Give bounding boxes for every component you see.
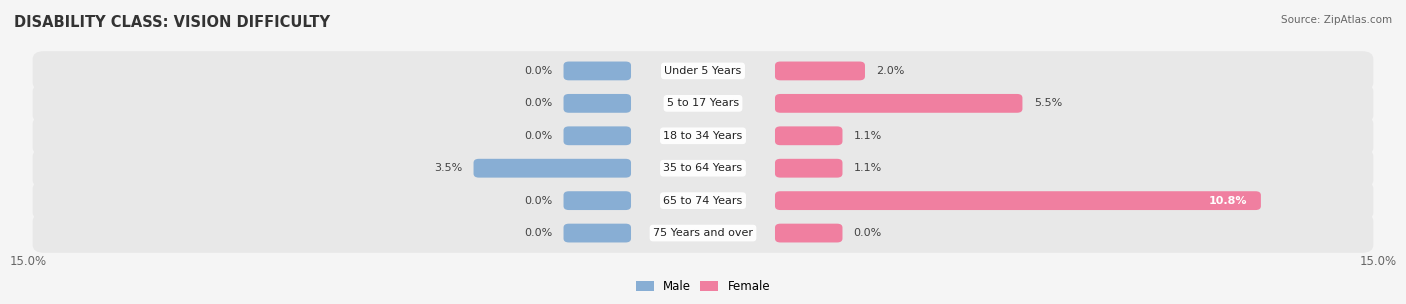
Text: 0.0%: 0.0% [524,131,553,141]
Text: 0.0%: 0.0% [853,228,882,238]
Text: 1.1%: 1.1% [853,131,882,141]
Text: 10.8%: 10.8% [1209,196,1247,206]
Text: 0.0%: 0.0% [524,228,553,238]
FancyBboxPatch shape [775,191,1261,210]
Text: 65 to 74 Years: 65 to 74 Years [664,196,742,206]
Text: 35 to 64 Years: 35 to 64 Years [664,163,742,173]
FancyBboxPatch shape [564,191,631,210]
FancyBboxPatch shape [775,61,865,80]
FancyBboxPatch shape [32,148,1374,188]
FancyBboxPatch shape [564,126,631,145]
FancyBboxPatch shape [564,61,631,80]
FancyBboxPatch shape [474,159,631,178]
Text: 18 to 34 Years: 18 to 34 Years [664,131,742,141]
FancyBboxPatch shape [32,213,1374,253]
Text: 0.0%: 0.0% [524,66,553,76]
FancyBboxPatch shape [32,84,1374,123]
Text: 5.5%: 5.5% [1033,98,1062,108]
Text: 75 Years and over: 75 Years and over [652,228,754,238]
Text: 0.0%: 0.0% [524,98,553,108]
Text: 3.5%: 3.5% [434,163,463,173]
Text: DISABILITY CLASS: VISION DIFFICULTY: DISABILITY CLASS: VISION DIFFICULTY [14,15,330,30]
Text: 0.0%: 0.0% [524,196,553,206]
Text: 1.1%: 1.1% [853,163,882,173]
Text: 2.0%: 2.0% [876,66,904,76]
FancyBboxPatch shape [32,51,1374,91]
FancyBboxPatch shape [32,116,1374,156]
FancyBboxPatch shape [32,181,1374,220]
Legend: Male, Female: Male, Female [631,275,775,298]
FancyBboxPatch shape [775,94,1022,113]
Text: Source: ZipAtlas.com: Source: ZipAtlas.com [1281,15,1392,25]
FancyBboxPatch shape [775,159,842,178]
Text: 5 to 17 Years: 5 to 17 Years [666,98,740,108]
FancyBboxPatch shape [564,94,631,113]
FancyBboxPatch shape [775,126,842,145]
FancyBboxPatch shape [775,224,842,243]
Text: Under 5 Years: Under 5 Years [665,66,741,76]
FancyBboxPatch shape [564,224,631,243]
